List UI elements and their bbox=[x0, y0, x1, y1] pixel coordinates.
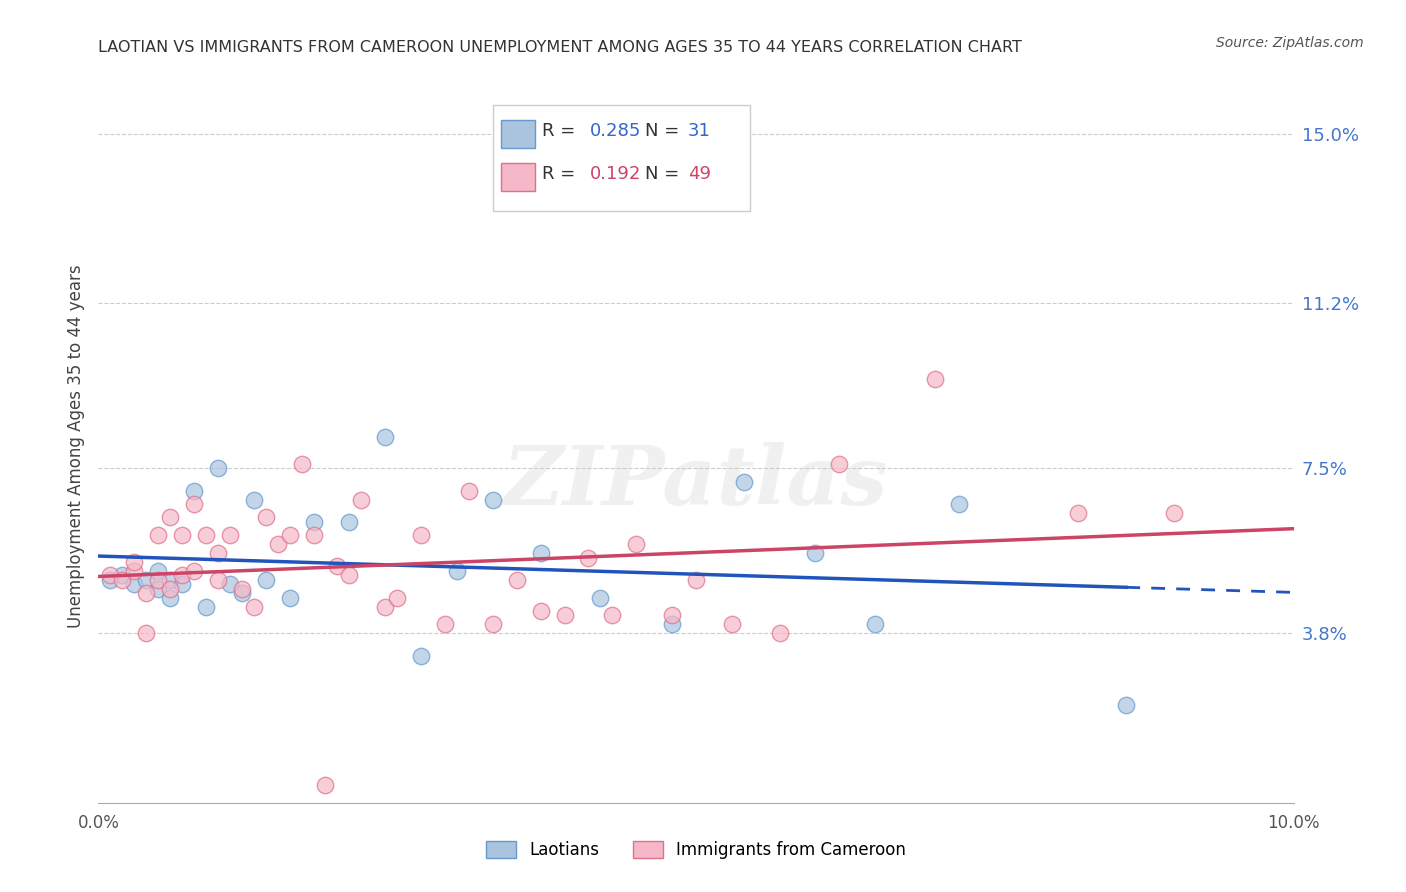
Point bbox=[172, 528, 194, 542]
Y-axis label: Unemployment Among Ages 35 to 44 years: Unemployment Among Ages 35 to 44 years bbox=[66, 264, 84, 628]
Point bbox=[159, 510, 181, 524]
Text: ZIPatlas: ZIPatlas bbox=[503, 442, 889, 522]
Point bbox=[98, 568, 122, 582]
Point bbox=[124, 555, 146, 569]
Point bbox=[135, 573, 157, 587]
Point bbox=[124, 564, 146, 578]
Point bbox=[733, 475, 755, 489]
Text: Source: ZipAtlas.com: Source: ZipAtlas.com bbox=[1216, 36, 1364, 50]
Point bbox=[458, 483, 481, 498]
Point bbox=[254, 573, 277, 587]
Point bbox=[482, 492, 505, 507]
Point bbox=[804, 546, 827, 560]
Point bbox=[172, 568, 194, 582]
Point bbox=[124, 577, 146, 591]
Point bbox=[661, 617, 683, 632]
Text: 0.285: 0.285 bbox=[589, 122, 641, 140]
Point bbox=[661, 608, 683, 623]
Point bbox=[865, 617, 887, 632]
Point bbox=[1115, 698, 1137, 712]
Text: N =: N = bbox=[644, 122, 685, 140]
Point bbox=[411, 528, 433, 542]
Point bbox=[302, 515, 325, 529]
Point bbox=[339, 568, 361, 582]
Point bbox=[924, 372, 946, 386]
Text: 0.192: 0.192 bbox=[589, 165, 641, 183]
Point bbox=[148, 582, 170, 596]
Text: R =: R = bbox=[541, 122, 581, 140]
Point bbox=[159, 582, 181, 596]
Point bbox=[554, 608, 576, 623]
Point bbox=[530, 604, 553, 618]
Point bbox=[446, 564, 468, 578]
Point bbox=[219, 528, 242, 542]
Point bbox=[302, 528, 325, 542]
Point bbox=[530, 546, 553, 560]
Point bbox=[243, 492, 266, 507]
Point bbox=[948, 497, 970, 511]
Point bbox=[385, 591, 409, 605]
Point bbox=[326, 559, 349, 574]
Point bbox=[291, 457, 314, 471]
Point bbox=[278, 528, 301, 542]
Point bbox=[148, 573, 170, 587]
Legend: Laotians, Immigrants from Cameroon: Laotians, Immigrants from Cameroon bbox=[479, 834, 912, 866]
Point bbox=[769, 626, 792, 640]
Point bbox=[207, 573, 229, 587]
Point bbox=[434, 617, 457, 632]
Point bbox=[602, 608, 624, 623]
Point bbox=[626, 537, 648, 551]
Point bbox=[685, 573, 707, 587]
Text: R =: R = bbox=[541, 165, 581, 183]
Point bbox=[159, 591, 181, 605]
Point bbox=[374, 430, 396, 444]
Point bbox=[1163, 506, 1185, 520]
FancyBboxPatch shape bbox=[501, 162, 534, 191]
Point bbox=[183, 564, 205, 578]
Point bbox=[243, 599, 266, 614]
Point bbox=[231, 586, 253, 600]
Point bbox=[207, 461, 229, 475]
Point bbox=[183, 497, 205, 511]
Point bbox=[195, 528, 218, 542]
Point bbox=[506, 573, 529, 587]
Point bbox=[721, 617, 744, 632]
Text: LAOTIAN VS IMMIGRANTS FROM CAMEROON UNEMPLOYMENT AMONG AGES 35 TO 44 YEARS CORRE: LAOTIAN VS IMMIGRANTS FROM CAMEROON UNEM… bbox=[98, 40, 1022, 55]
Point bbox=[159, 573, 181, 587]
Point bbox=[111, 568, 134, 582]
Point bbox=[1067, 506, 1090, 520]
Point bbox=[231, 582, 253, 596]
Point bbox=[278, 591, 301, 605]
Point bbox=[135, 586, 157, 600]
Point bbox=[172, 577, 194, 591]
Point bbox=[482, 617, 505, 632]
Point bbox=[183, 483, 205, 498]
FancyBboxPatch shape bbox=[494, 105, 749, 211]
Point bbox=[578, 550, 600, 565]
Point bbox=[98, 573, 122, 587]
Point bbox=[315, 778, 337, 792]
Point bbox=[148, 528, 170, 542]
Point bbox=[828, 457, 851, 471]
Point bbox=[339, 515, 361, 529]
Point bbox=[350, 492, 373, 507]
Point bbox=[411, 648, 433, 663]
Point bbox=[267, 537, 290, 551]
Point bbox=[374, 599, 396, 614]
Point bbox=[219, 577, 242, 591]
Point bbox=[111, 573, 134, 587]
Point bbox=[148, 564, 170, 578]
Point bbox=[207, 546, 229, 560]
Point bbox=[589, 591, 612, 605]
Point bbox=[195, 599, 218, 614]
FancyBboxPatch shape bbox=[501, 120, 534, 148]
Text: 49: 49 bbox=[688, 165, 710, 183]
Text: 31: 31 bbox=[688, 122, 710, 140]
Point bbox=[254, 510, 277, 524]
Text: N =: N = bbox=[644, 165, 685, 183]
Point bbox=[135, 626, 157, 640]
